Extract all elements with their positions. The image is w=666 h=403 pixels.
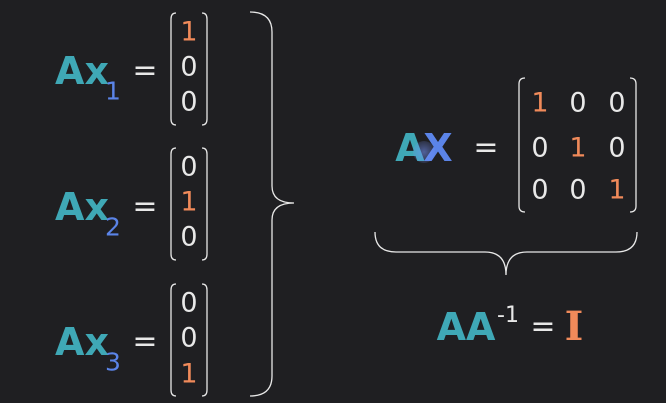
vector-3-left-bracket (170, 283, 177, 397)
vector-2-right-bracket (201, 147, 208, 261)
eq3-vector-entry-2: 0 (180, 322, 198, 354)
eq1-vector-entry-1: 1 (180, 16, 198, 48)
vector-1-left-bracket (170, 12, 177, 126)
eq1-lhs: Ax (55, 49, 109, 93)
cursor-icon (413, 141, 435, 163)
matrix-cell-2-2: 1 (569, 132, 587, 164)
eq1-vector-entry-3: 0 (180, 86, 198, 118)
eq3-subscript: 3 (105, 347, 121, 377)
matrix-cell-3-1: 0 (531, 174, 549, 206)
eq2-equals: = (132, 189, 158, 224)
eq2-vector-entry-3: 0 (180, 221, 198, 253)
eq2-vector-entry-1: 0 (180, 151, 198, 183)
matrix-eq-equals: = (473, 130, 499, 165)
vector-2-left-bracket (170, 147, 177, 261)
eq3-equals: = (132, 324, 158, 359)
result-equals: = (530, 309, 556, 344)
matrix-cell-1-1: 1 (531, 87, 549, 119)
eq2-subscript: 2 (105, 212, 121, 242)
eq3-vector-entry-1: 0 (180, 287, 198, 319)
result-base: AA (436, 305, 496, 349)
matrix-cell-1-2: 0 (569, 87, 587, 119)
result-identity: I (564, 303, 584, 350)
matrix-cell-2-3: 0 (608, 132, 626, 164)
matrix-cell-2-1: 0 (531, 132, 549, 164)
eq2-lhs: Ax (55, 185, 109, 229)
under-curly-brace (374, 231, 638, 276)
eq2-vector-entry-2: 1 (180, 186, 198, 218)
matrix-cell-1-3: 0 (608, 87, 626, 119)
eq1-equals: = (132, 53, 158, 88)
vector-1-right-bracket (201, 12, 208, 126)
matrix-cell-3-3: 1 (608, 174, 626, 206)
group-curly-brace (249, 11, 295, 397)
matrix-right-bracket (629, 77, 637, 213)
eq1-vector-entry-2: 0 (180, 51, 198, 83)
matrix-left-bracket (518, 77, 526, 213)
result-superscript: -1 (497, 303, 519, 328)
eq3-lhs: Ax (55, 320, 109, 364)
vector-3-right-bracket (201, 283, 208, 397)
matrix-cell-3-2: 0 (569, 174, 587, 206)
eq1-subscript: 1 (105, 76, 121, 106)
eq3-vector-entry-3: 1 (180, 358, 198, 390)
